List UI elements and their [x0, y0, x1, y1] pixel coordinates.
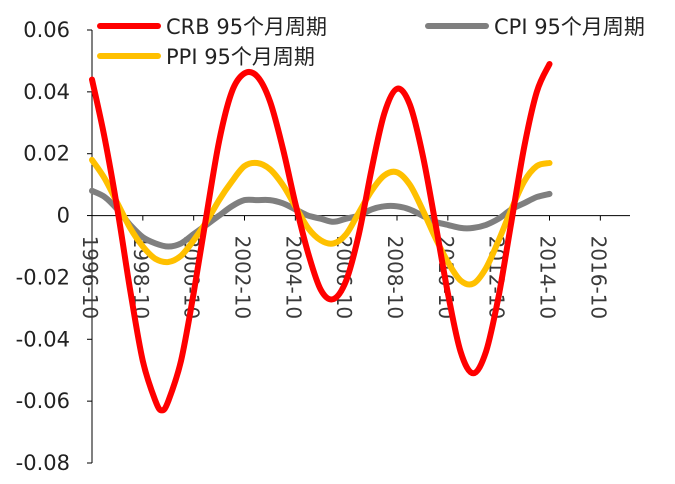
x-tick-label: 2008-10 — [383, 236, 407, 320]
legend-label: PPI 95个月周期 — [166, 45, 315, 69]
legend-item-cpi: CPI 95个月周期 — [425, 15, 645, 39]
y-tick-label: 0 — [57, 204, 70, 228]
series-line-cpi — [89, 187, 553, 250]
series-line-ppi — [89, 156, 553, 288]
x-axis: 1996-10 1998-10 2000-10 2002-10 2004-10 2006-… — [78, 215, 630, 320]
y-tick-label: -0.06 — [16, 389, 70, 413]
series-lines — [89, 61, 553, 414]
y-tick-label: -0.02 — [16, 265, 70, 289]
y-tick-label: -0.04 — [16, 327, 70, 351]
legend-label: CRB 95个月周期 — [166, 15, 327, 39]
y-tick-label: 0.04 — [23, 80, 70, 104]
y-tick-label: -0.08 — [16, 451, 70, 475]
y-tick-label: 0.02 — [23, 142, 70, 166]
series-line-crb — [89, 61, 553, 414]
y-axis: 0.06 0.04 0.02 0 -0.02 -0.04 -0.06 -0.08 — [16, 18, 93, 475]
y-tick-label: 0.06 — [23, 18, 70, 42]
x-tick-label: 2014-10 — [536, 236, 560, 320]
legend-item-crb: CRB 95个月周期 — [97, 15, 327, 39]
x-tick-label: 2004-10 — [281, 236, 305, 320]
legend-item-ppi: PPI 95个月周期 — [97, 45, 315, 69]
legend: CRB 95个月周期 CPI 95个月周期 PPI 95个月周期 — [97, 15, 645, 69]
x-tick-label: 2002-10 — [231, 236, 255, 320]
legend-label: CPI 95个月周期 — [494, 15, 645, 39]
x-tick-label: 1996-10 — [78, 236, 102, 320]
x-tick-label: 2016-10 — [586, 236, 610, 320]
